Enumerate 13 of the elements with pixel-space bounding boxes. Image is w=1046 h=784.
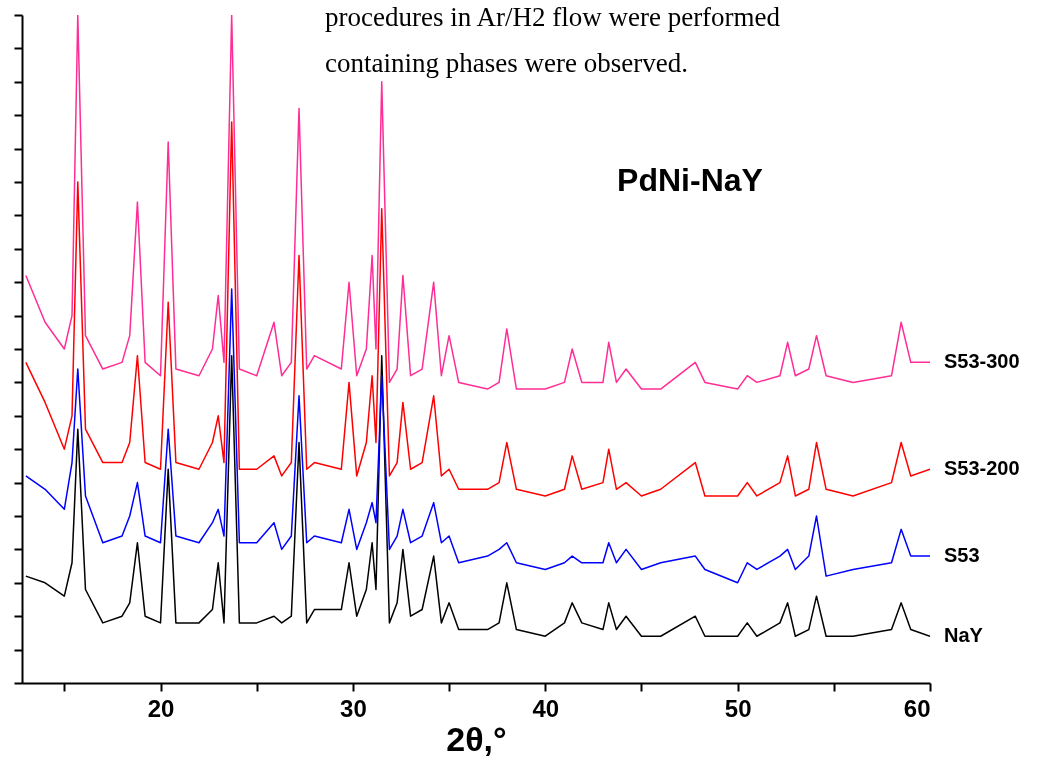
- series-label: NaY: [944, 624, 984, 647]
- text: PdNi-NaY: [617, 162, 763, 198]
- series-label: S53-300: [944, 350, 1020, 373]
- series-label: S53-200: [944, 457, 1020, 480]
- annotation: containing phases were observed.: [325, 48, 688, 78]
- x-axis-title: 2θ,°: [446, 719, 507, 758]
- x-tick-label: 20: [147, 694, 175, 722]
- x-tick-label: 40: [532, 694, 560, 722]
- annotation: procedures in Ar/H2 flow were performed: [325, 2, 781, 32]
- x-tick-label: 50: [724, 694, 752, 722]
- x-tick-label: 30: [340, 694, 367, 722]
- series-label: S53: [944, 544, 980, 567]
- x-tick-label: 60: [903, 694, 931, 722]
